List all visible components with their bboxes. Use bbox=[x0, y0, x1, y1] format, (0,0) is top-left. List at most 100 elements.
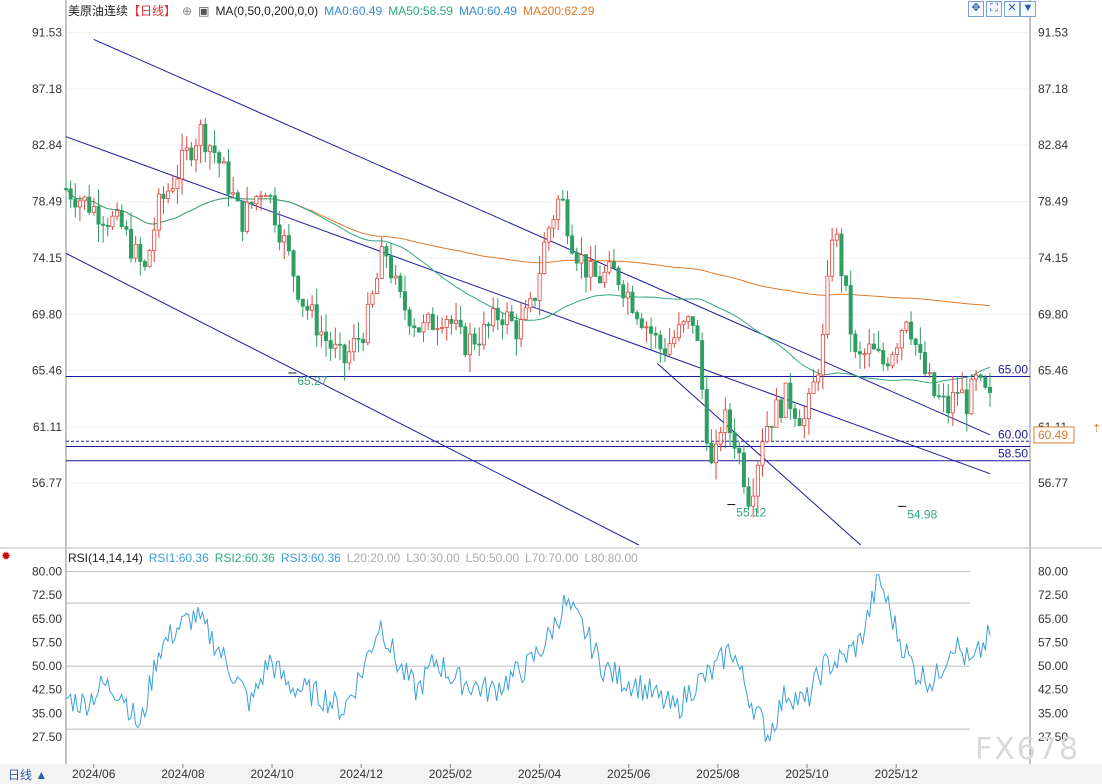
candle-body-161 bbox=[811, 381, 816, 394]
candle-body-9 bbox=[105, 224, 110, 228]
time-axis: 2024/06 2024/08 2024/10 2024/12 2025/02 2025/… bbox=[0, 764, 1102, 784]
candle-body-84 bbox=[454, 319, 459, 324]
period-label[interactable]: 日线 bbox=[8, 768, 33, 782]
candle-body-196 bbox=[974, 374, 979, 380]
price-tick-right-4: 74.15 bbox=[1038, 251, 1068, 265]
watermark: FX678 bbox=[975, 732, 1081, 767]
period-button[interactable]: 日线 ▲ bbox=[8, 768, 48, 782]
candle-body-105 bbox=[551, 219, 556, 229]
candle-body-75 bbox=[412, 325, 417, 329]
rsi-header: RSI(14,14,14) RSI1:60.36 RSI2:60.36 RSI3:60… bbox=[68, 551, 650, 565]
rsi-tick-left-7: 27.50 bbox=[32, 730, 62, 744]
x-tick-3: 2024/12 bbox=[340, 767, 384, 781]
candle-body-86 bbox=[463, 326, 468, 356]
candle-body-90 bbox=[481, 323, 486, 346]
candle-body-162 bbox=[816, 374, 821, 383]
ma-value-0: MA0:60.49 bbox=[324, 4, 383, 18]
candle-body-51 bbox=[300, 298, 305, 307]
candle-body-192 bbox=[955, 391, 960, 394]
candle-body-139 bbox=[709, 442, 714, 464]
move-icon[interactable]: ✥ bbox=[968, 1, 984, 17]
candle-body-135 bbox=[690, 316, 695, 327]
price-tick-left-8: 56.77 bbox=[32, 476, 62, 490]
candle-body-174 bbox=[871, 343, 876, 350]
level-label-0: 65.00 bbox=[998, 362, 1028, 376]
candlestick-series bbox=[64, 117, 993, 518]
rsi-indicator-label[interactable]: RSI(14,14,14) bbox=[68, 551, 143, 565]
candle-body-17 bbox=[142, 261, 147, 267]
price-tick-left-7: 61.11 bbox=[33, 420, 62, 434]
candle-body-129 bbox=[662, 348, 667, 355]
candle-body-165 bbox=[830, 239, 835, 277]
candle-body-23 bbox=[170, 188, 175, 192]
candle-body-122 bbox=[630, 291, 635, 313]
candle-body-4 bbox=[82, 196, 87, 202]
chart-type-icon[interactable]: ▣ bbox=[198, 4, 210, 18]
candle-body-154 bbox=[779, 399, 784, 419]
rsi-tick-right-0: 80.00 bbox=[1038, 565, 1068, 579]
candle-body-152 bbox=[769, 425, 774, 428]
candle-body-130 bbox=[667, 343, 672, 355]
fullscreen-icon[interactable]: ⛶ bbox=[986, 1, 1002, 17]
candle-body-11 bbox=[115, 210, 120, 217]
candle-body-20 bbox=[156, 193, 161, 231]
candle-body-124 bbox=[639, 318, 644, 328]
candle-body-96 bbox=[509, 311, 514, 321]
candle-body-1 bbox=[68, 188, 73, 200]
candle-body-142 bbox=[723, 409, 728, 433]
candle-body-80 bbox=[435, 328, 440, 331]
rsi-value-0: RSI1:60.36 bbox=[148, 551, 209, 565]
candle-body-143 bbox=[727, 409, 732, 434]
candle-body-74 bbox=[407, 309, 412, 327]
candle-body-188 bbox=[936, 395, 941, 398]
candle-body-151 bbox=[765, 425, 770, 442]
candle-body-22 bbox=[166, 190, 171, 199]
candle-body-92 bbox=[491, 308, 496, 327]
x-tick-0: 2024/06 bbox=[72, 767, 116, 781]
rsi-tick-left-4: 50.00 bbox=[32, 659, 62, 673]
candle-body-64 bbox=[361, 338, 366, 344]
candle-body-0 bbox=[64, 188, 69, 190]
candle-body-136 bbox=[695, 325, 700, 341]
scroll-down-icon[interactable]: ▼ bbox=[1020, 1, 1036, 17]
candle-body-27 bbox=[189, 147, 194, 161]
price-tick-left-3: 78.49 bbox=[32, 195, 62, 209]
candle-body-68 bbox=[379, 246, 384, 279]
candle-body-46 bbox=[277, 224, 282, 243]
candle-body-103 bbox=[542, 241, 547, 275]
candle-body-183 bbox=[913, 338, 918, 345]
candle-body-199 bbox=[988, 386, 993, 393]
candle-body-104 bbox=[546, 227, 551, 243]
rsi-value-7: L80:80.00 bbox=[584, 551, 638, 565]
rsi-tick-right-6: 35.00 bbox=[1038, 706, 1068, 720]
candle-body-73 bbox=[402, 291, 407, 311]
candle-body-2 bbox=[73, 198, 78, 208]
candle-body-191 bbox=[950, 391, 955, 414]
candle-body-36 bbox=[231, 192, 236, 195]
candle-body-109 bbox=[570, 235, 575, 254]
rsi-tick-left-2: 65.00 bbox=[32, 612, 62, 626]
candle-body-87 bbox=[467, 333, 472, 356]
candle-body-116 bbox=[602, 271, 607, 284]
time-axis-bg bbox=[0, 764, 1102, 784]
price-tick-right-1: 87.18 bbox=[1038, 82, 1068, 96]
price-tick-left-4: 74.15 bbox=[32, 251, 62, 265]
price-tick-right-0: 91.53 bbox=[1038, 26, 1068, 40]
x-tick-7: 2025/08 bbox=[696, 767, 740, 781]
rsi-value-1: RSI2:60.36 bbox=[214, 551, 275, 565]
gear-icon[interactable]: ⊕ bbox=[182, 4, 193, 18]
price-tick-left-2: 82.84 bbox=[32, 138, 62, 152]
candle-body-42 bbox=[259, 195, 264, 198]
candle-body-173 bbox=[867, 343, 872, 355]
close-icon[interactable]: ✕ bbox=[1004, 1, 1020, 17]
rsi-value-5: L50:50.00 bbox=[465, 551, 520, 565]
indicator-settings-icon[interactable]: ✹ bbox=[1, 549, 12, 563]
candle-body-10 bbox=[110, 215, 115, 228]
rsi-value-6: L70:70.00 bbox=[525, 551, 579, 565]
candle-body-127 bbox=[653, 332, 658, 336]
candle-body-108 bbox=[565, 199, 570, 237]
candle-body-37 bbox=[235, 192, 240, 202]
rsi-value-4: L30:30.00 bbox=[406, 551, 460, 565]
ma-indicator-label[interactable]: MA(0,50,0,200,0,0) bbox=[215, 4, 319, 18]
